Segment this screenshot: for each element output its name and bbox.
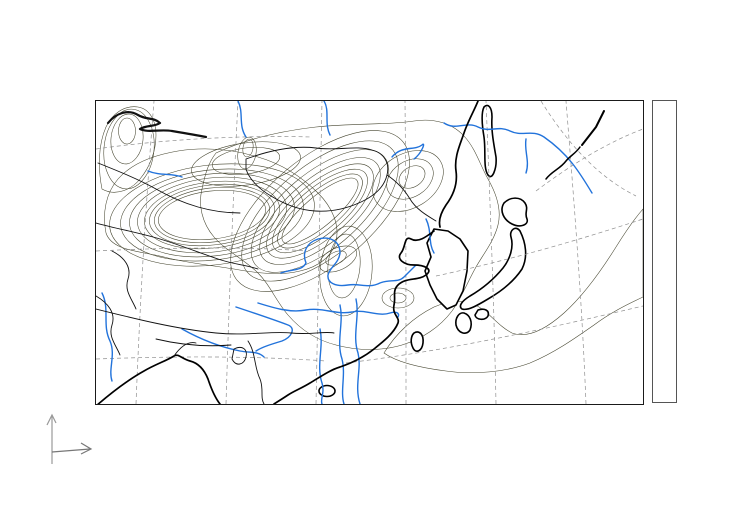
hokkaido-coastline [501,197,529,227]
kyushu-coastline [455,312,472,334]
dust-shading [99,106,643,374]
axis-reference-arrows [46,413,93,464]
coastlines-borders [96,101,605,404]
graticule [96,101,643,404]
honshu-coastline [459,227,527,311]
taiwan-coastline [410,331,424,352]
dust-map [95,100,644,405]
x-axis-arrow-icon [51,442,93,455]
y-axis-arrow-icon [46,413,57,464]
land-masks [318,104,529,398]
colorbar [652,100,677,403]
hainan-coastline [318,384,336,398]
korea-coastline [424,228,469,310]
sakhalin-coastline [481,104,497,178]
shikoku-coastline [474,308,490,321]
